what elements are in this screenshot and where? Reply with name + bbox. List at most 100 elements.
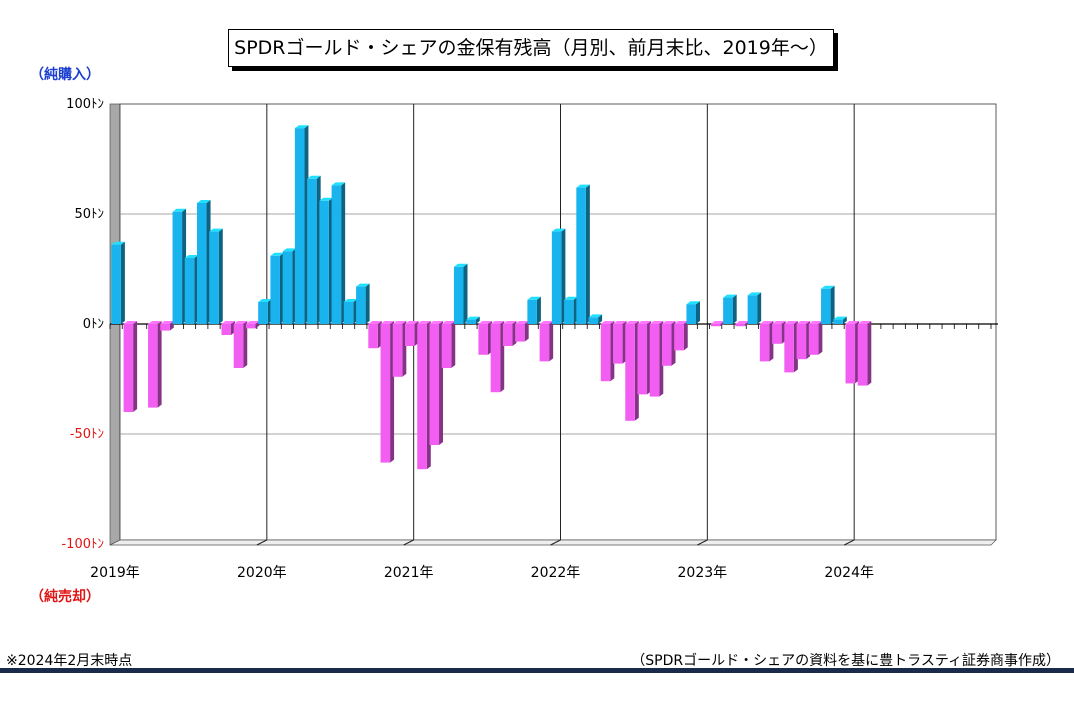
bar [307, 175, 321, 324]
bar [539, 321, 554, 362]
bar-top [111, 241, 125, 245]
bar [429, 321, 444, 445]
source-note: （SPDRゴールド・シェアの資料を基に豊トラスティ証券商事作成） [631, 653, 1060, 669]
bar [637, 321, 652, 395]
bar [319, 197, 333, 324]
year-gridline-floor [843, 539, 855, 546]
as-of-note: ※2024年2月末時点 [6, 653, 133, 669]
bar-front [466, 319, 476, 324]
bar-top [723, 294, 737, 298]
bar-front [307, 178, 317, 324]
bar [723, 294, 737, 324]
x-year-label: 2023年 [678, 565, 728, 581]
bar-top [551, 228, 566, 232]
bar [209, 228, 223, 324]
bar-front [245, 324, 256, 329]
bar-front [233, 324, 244, 368]
bar [184, 255, 199, 324]
net-sell-label: （純売却） [30, 589, 100, 605]
bar-top [441, 321, 456, 324]
x-year-label: 2024年 [824, 565, 874, 581]
bar-top [196, 200, 211, 203]
bar [123, 321, 138, 412]
bar [148, 321, 162, 408]
bar-top [637, 321, 652, 324]
year-gridline-floor [550, 539, 561, 546]
bar-top [221, 321, 236, 324]
bar [221, 321, 236, 335]
bar-front [356, 286, 366, 324]
bar [343, 299, 358, 324]
year-gridline-floor [403, 539, 414, 546]
bar [196, 200, 211, 324]
bar [857, 321, 872, 386]
bar-front [196, 203, 207, 324]
bar-top [172, 208, 187, 212]
bar-top [833, 316, 847, 320]
y-tick-label: -100ﾄﾝ [61, 537, 104, 552]
bar-front [453, 266, 464, 324]
bar-top [478, 321, 492, 324]
bar-top [747, 292, 762, 296]
bar-top [857, 321, 872, 324]
bar-front [294, 128, 305, 324]
x-year-label: 2022年 [531, 565, 581, 581]
bar [515, 321, 529, 342]
bar [808, 321, 823, 355]
bar-top [356, 283, 370, 287]
bar-front [148, 324, 158, 408]
bar-top [270, 252, 284, 256]
bar-front [282, 251, 293, 324]
net-buy-label: （純購入） [30, 67, 100, 83]
bar-side [732, 294, 737, 324]
bar [564, 296, 578, 324]
bar-top [845, 321, 860, 324]
bar-side [598, 314, 603, 324]
bar-top [772, 321, 786, 324]
bar-side [243, 321, 248, 368]
bars [111, 125, 872, 470]
bar-front [710, 324, 721, 327]
bar-top [796, 321, 811, 324]
bar-side [524, 321, 529, 342]
bar-front [270, 255, 280, 324]
bar-side [133, 321, 138, 412]
bar [821, 285, 835, 324]
bar-side [218, 228, 223, 324]
bar-front [588, 317, 599, 324]
bar-front [833, 319, 843, 324]
bar-front [674, 324, 684, 351]
bar-front [405, 324, 415, 346]
bar-top [343, 299, 358, 302]
bar [453, 263, 468, 324]
bar-top [613, 321, 627, 324]
bar-front [845, 324, 856, 384]
bar-top [539, 321, 554, 324]
bar-front [796, 324, 807, 360]
bar-front [209, 231, 219, 324]
bar-top [405, 321, 419, 324]
bar-side [463, 263, 468, 324]
bar-front [735, 324, 745, 327]
bar [172, 208, 187, 324]
bar-top [453, 263, 468, 267]
bar-side [120, 241, 125, 324]
bar [405, 321, 419, 346]
bar [258, 299, 272, 324]
bar-side [365, 283, 370, 324]
bar [600, 321, 615, 382]
bar [686, 301, 700, 324]
bar [417, 321, 431, 470]
bar-front [723, 297, 733, 324]
bar-front [160, 324, 170, 331]
bar-side [475, 316, 480, 324]
bar-top [759, 321, 774, 324]
bar [233, 321, 248, 368]
bar [380, 321, 395, 463]
bar-side [341, 182, 346, 324]
year-gridline-floor [256, 539, 268, 546]
bar [625, 321, 639, 421]
bar [527, 296, 541, 324]
bar-top [576, 184, 590, 188]
